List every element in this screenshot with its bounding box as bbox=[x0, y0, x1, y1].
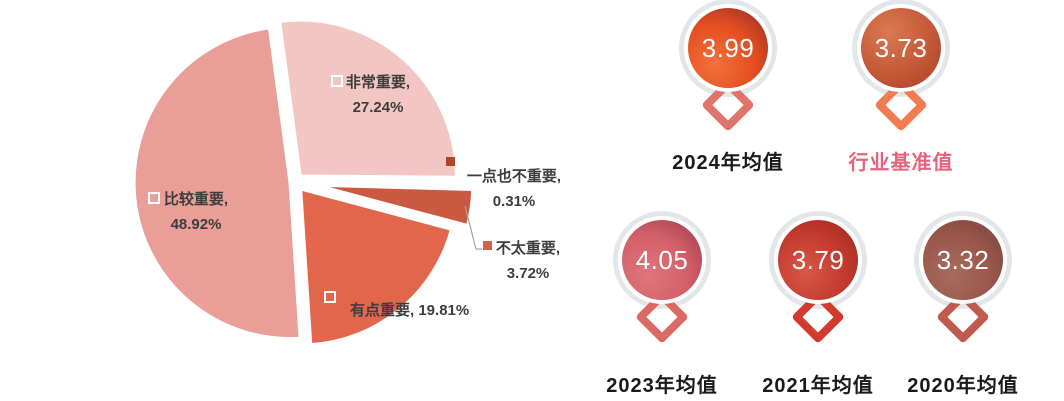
badge-value: 3.79 bbox=[791, 244, 845, 275]
pie-label-not-too-important-value: 3.72% bbox=[506, 265, 550, 282]
badge-value: 4.05 bbox=[635, 244, 689, 275]
pie-label-not-at-all-important-value: 0.31% bbox=[492, 193, 536, 210]
pie-label-rather-important: 比较重要, 48.92% bbox=[156, 187, 236, 237]
pie-label-somewhat-important: 有点重要, 19.81% bbox=[350, 298, 490, 323]
pie-label-very-important: 非常重要, 27.24% bbox=[336, 70, 420, 120]
badge-2023-average: 4.05 bbox=[613, 211, 711, 351]
leader-line-not-important bbox=[464, 205, 482, 250]
legend-marker-somewhat-important bbox=[324, 291, 336, 303]
pie-slice-3 bbox=[315, 183, 475, 227]
pie-chart bbox=[132, 18, 482, 347]
badge-circle: 3.32 bbox=[923, 220, 1003, 300]
pie-label-rather-important-name: 比较重要, bbox=[163, 191, 229, 208]
badge-circle: 3.73 bbox=[861, 8, 941, 88]
pie-label-very-important-name: 非常重要, bbox=[345, 74, 411, 91]
badge-2021-average: 3.79 bbox=[769, 211, 867, 351]
pie-label-not-too-important-name: 不太重要, bbox=[495, 240, 561, 257]
badge-label-2024-average: 2024年均值 bbox=[672, 152, 784, 174]
pie-label-rather-important-value: 48.92% bbox=[170, 216, 222, 233]
badge-2020-average: 3.32 bbox=[914, 211, 1012, 351]
badge-2024-average: 3.99 bbox=[679, 0, 777, 139]
legend-marker-not-at-all-important bbox=[446, 157, 455, 166]
pie-label-not-at-all-important: 一点也不重要, 0.31% bbox=[462, 164, 566, 214]
badge-ring bbox=[769, 211, 867, 309]
badge-label-2021-average: 2021年均值 bbox=[762, 375, 874, 397]
badge-value: 3.99 bbox=[701, 32, 755, 63]
pie-label-somewhat-important-value: 19.81% bbox=[418, 302, 470, 319]
pie-label-very-important-value: 27.24% bbox=[352, 99, 404, 116]
badge-label-2023-average: 2023年均值 bbox=[606, 375, 718, 397]
pie-slice-5 bbox=[132, 26, 302, 341]
badge-value: 3.32 bbox=[936, 244, 990, 275]
badge-circle: 3.79 bbox=[778, 220, 858, 300]
legend-marker-very-important bbox=[331, 75, 343, 87]
badge-label-industry-benchmark: 行业基准值 bbox=[848, 152, 954, 174]
badge-circle: 3.99 bbox=[688, 8, 768, 88]
badge-value: 3.73 bbox=[874, 32, 928, 63]
badge-label-2020-average: 2020年均值 bbox=[907, 375, 1019, 397]
kpi-badges-panel: 3.99 3.73 4.05 3.79 bbox=[600, 0, 1064, 401]
pie-label-not-too-important: 不太重要, 3.72% bbox=[486, 236, 570, 286]
pie-chart-panel: 非常重要, 27.24% 一点也不重要, 0.31% 不太重要, 3.72% 有… bbox=[132, 18, 570, 347]
badge-ring bbox=[613, 211, 711, 309]
pie-label-not-at-all-important-name: 一点也不重要, bbox=[466, 168, 562, 185]
badge-industry-benchmark: 3.73 bbox=[852, 0, 950, 139]
badge-ring bbox=[914, 211, 1012, 309]
badge-circle: 4.05 bbox=[622, 220, 702, 300]
pie-label-somewhat-important-name: 有点重要, bbox=[350, 302, 415, 319]
pie-slice-2 bbox=[309, 180, 469, 189]
legend-marker-not-too-important bbox=[483, 241, 492, 250]
badge-ring bbox=[852, 0, 950, 97]
legend-marker-rather-important bbox=[148, 192, 160, 204]
pie-slice-1 bbox=[278, 18, 458, 179]
pie-slice-4 bbox=[299, 187, 453, 347]
badge-ring bbox=[679, 0, 777, 97]
